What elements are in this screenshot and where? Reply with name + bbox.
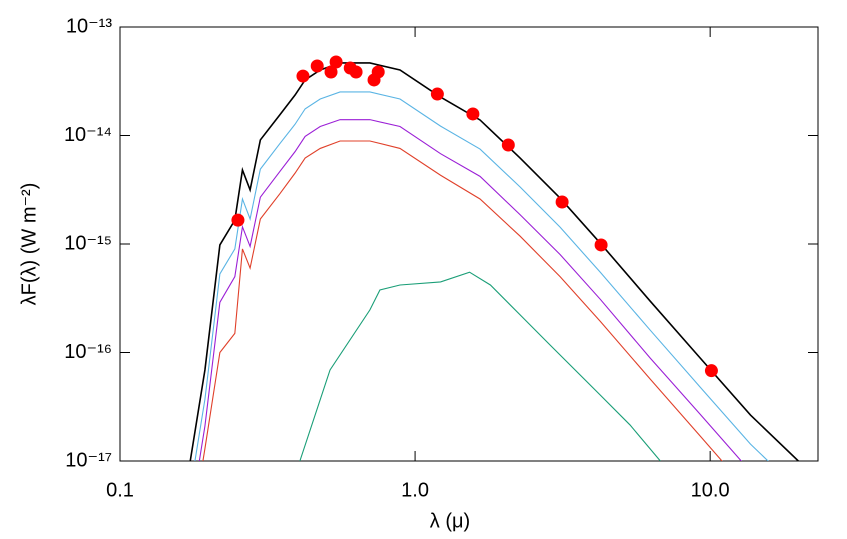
photometry-point — [349, 65, 363, 79]
y-tick-label: 10⁻¹⁴ — [64, 124, 112, 146]
photometry-point — [704, 364, 718, 378]
photometry-point — [594, 238, 608, 252]
plot-area — [189, 55, 799, 461]
photometry-point — [501, 138, 515, 152]
photometry-point — [371, 65, 385, 79]
photometry-point — [430, 87, 444, 101]
x-tick-label: 1.0 — [401, 479, 429, 501]
plot-frame — [119, 26, 819, 462]
model-line — [299, 271, 661, 461]
y-tick-label: 10⁻¹⁵ — [64, 232, 112, 254]
model-line — [198, 119, 743, 461]
photometry-point — [466, 107, 480, 121]
y-tick-label: 10⁻¹⁶ — [64, 341, 112, 363]
y-tick-label: 10⁻¹⁷ — [65, 449, 112, 471]
photometry-point — [555, 195, 569, 209]
photometry-point — [310, 59, 324, 73]
photometry-point — [324, 65, 338, 79]
photometry-point — [329, 55, 343, 69]
x-tick-label: 10.0 — [691, 479, 730, 501]
photometry-point — [231, 213, 245, 227]
y-axis-label: λF(λ) (W m⁻²) — [18, 183, 40, 306]
x-tick-label: 0.1 — [106, 479, 134, 501]
photometry-point — [296, 69, 310, 83]
y-tick-label: 10⁻¹³ — [66, 15, 112, 37]
model-line — [202, 140, 723, 461]
model-line — [194, 91, 769, 461]
model-line — [189, 62, 799, 461]
x-axis-label: λ (μ) — [430, 510, 470, 532]
